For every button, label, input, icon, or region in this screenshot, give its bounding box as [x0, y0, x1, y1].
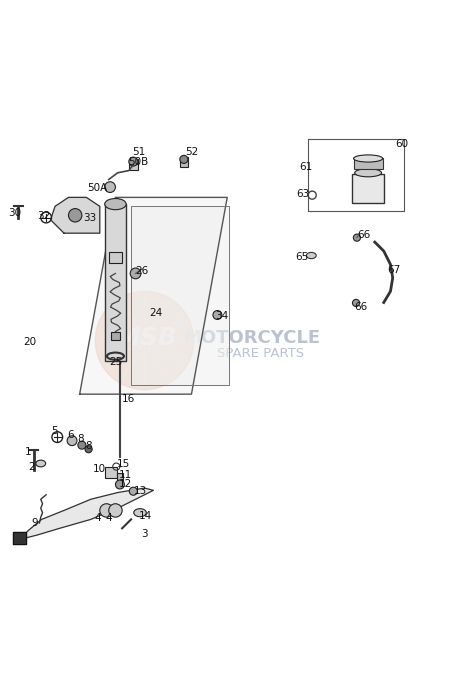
Text: 61: 61 — [299, 163, 313, 172]
Text: 25: 25 — [109, 357, 122, 367]
Text: 15: 15 — [117, 459, 130, 469]
Circle shape — [100, 504, 113, 517]
Circle shape — [353, 234, 360, 241]
Text: 10: 10 — [92, 464, 105, 474]
Text: 67: 67 — [387, 265, 400, 275]
Polygon shape — [19, 488, 153, 539]
Polygon shape — [80, 197, 227, 394]
Circle shape — [129, 487, 137, 495]
Circle shape — [180, 155, 188, 163]
Circle shape — [105, 182, 116, 193]
Circle shape — [95, 291, 194, 390]
Text: 33: 33 — [83, 213, 97, 223]
Bar — [105, 467, 117, 478]
Circle shape — [352, 300, 360, 306]
Polygon shape — [131, 206, 230, 385]
Circle shape — [130, 268, 141, 279]
Text: 11: 11 — [119, 470, 132, 479]
Circle shape — [116, 480, 124, 489]
Bar — [129, 159, 138, 170]
Circle shape — [109, 504, 122, 517]
Bar — [105, 204, 126, 361]
Bar — [117, 473, 122, 481]
Bar — [352, 174, 384, 203]
Text: 2: 2 — [28, 462, 35, 472]
Text: 4: 4 — [105, 513, 112, 523]
Text: 12: 12 — [119, 479, 132, 489]
Text: 50A: 50A — [87, 183, 108, 193]
Text: 20: 20 — [23, 337, 36, 347]
Text: 14: 14 — [139, 511, 152, 521]
Text: 16: 16 — [122, 394, 135, 404]
Text: MOTORCYCLE: MOTORCYCLE — [183, 330, 320, 347]
Circle shape — [129, 157, 138, 166]
Polygon shape — [50, 197, 100, 233]
Circle shape — [67, 436, 77, 445]
Text: 6: 6 — [68, 430, 74, 440]
Text: 66: 66 — [354, 302, 367, 313]
Bar — [109, 252, 122, 264]
Text: 66: 66 — [357, 230, 370, 240]
Text: 3: 3 — [141, 529, 148, 539]
Text: 26: 26 — [135, 266, 149, 276]
Circle shape — [78, 441, 86, 449]
Text: 34: 34 — [215, 311, 228, 321]
Text: SPARE PARTS: SPARE PARTS — [217, 347, 304, 360]
Text: 8: 8 — [77, 434, 84, 444]
Text: 4: 4 — [94, 513, 101, 523]
Text: 9: 9 — [32, 518, 38, 528]
Text: 30: 30 — [8, 208, 21, 218]
Bar — [180, 157, 188, 167]
Text: 1: 1 — [25, 447, 32, 458]
Text: 13: 13 — [134, 486, 148, 496]
Bar — [111, 332, 120, 340]
Polygon shape — [13, 532, 26, 544]
Circle shape — [68, 208, 82, 222]
Ellipse shape — [134, 509, 146, 517]
Ellipse shape — [306, 253, 316, 259]
Text: MSB: MSB — [116, 326, 178, 350]
Text: 63: 63 — [296, 189, 310, 199]
Text: 50B: 50B — [129, 157, 149, 167]
Text: 8: 8 — [86, 441, 92, 451]
Bar — [354, 158, 382, 170]
Circle shape — [85, 445, 92, 453]
Ellipse shape — [36, 460, 45, 467]
Text: 51: 51 — [132, 147, 145, 157]
Text: 65: 65 — [295, 252, 309, 262]
Text: 5: 5 — [51, 426, 58, 436]
Text: 32: 32 — [37, 210, 50, 221]
Text: 60: 60 — [395, 139, 408, 148]
Text: 52: 52 — [185, 147, 198, 157]
Ellipse shape — [355, 169, 382, 177]
Circle shape — [213, 311, 222, 319]
Ellipse shape — [354, 155, 382, 162]
Ellipse shape — [105, 198, 126, 210]
Text: 24: 24 — [149, 308, 162, 318]
